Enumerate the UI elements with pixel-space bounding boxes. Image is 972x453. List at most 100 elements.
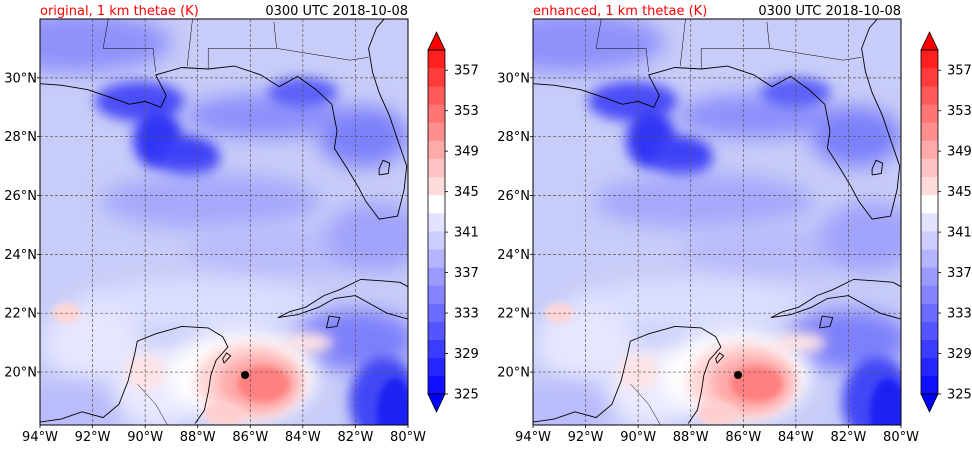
coastline-okeechobee <box>378 159 391 176</box>
thetae-contour-region <box>652 135 713 180</box>
coastline-cuba_s <box>770 295 901 320</box>
colorbar-segment <box>921 176 938 196</box>
coastline-yucatan <box>40 325 229 424</box>
colorbar-segment <box>428 231 445 250</box>
colorbar-segment <box>428 339 445 359</box>
colorbar-tick-label: 349 <box>947 145 972 160</box>
panel-original: original, 1 km thetae (K) 0300 UTC 2018-… <box>40 4 408 19</box>
thetae-contour-region <box>40 382 127 425</box>
y-tick-label: 30°N <box>497 71 530 86</box>
thetae-contour-region <box>788 309 901 370</box>
coastline-state_al_ms <box>679 19 686 67</box>
coastline-state_ms_la <box>595 19 649 73</box>
coastline-yucatan <box>533 325 722 424</box>
colorbar-segment <box>921 375 938 395</box>
colorbar-segment <box>921 249 938 268</box>
colorbar-segment <box>921 357 938 377</box>
x-tick-label: 84°W <box>778 430 814 445</box>
y-tick-labels: 20°N 22°N 24°N 26°N 28°N 30°N <box>497 71 533 381</box>
colorbar-tick-label: 345 <box>947 185 972 200</box>
coastline-cozumel <box>715 352 725 364</box>
colorbar-segment <box>921 303 938 322</box>
colorbar-segment <box>921 285 938 304</box>
x-tick-label: 90°W <box>620 430 656 445</box>
panel-title-left: enhanced, 1 km thetae (K) <box>533 4 707 19</box>
map-frame <box>39 18 409 426</box>
coastline-gulf_north <box>40 19 408 220</box>
colorbar-tick-label: 329 <box>454 347 479 362</box>
coastline-state_al_ms <box>186 19 193 67</box>
colorbar-segment <box>428 375 445 395</box>
coastline-state_ms_la <box>102 19 156 73</box>
x-tick-label: 86°W <box>725 430 761 445</box>
x-tick-label: 88°W <box>180 430 216 445</box>
y-tick-label: 22°N <box>497 307 530 322</box>
x-tick-label: 84°W <box>285 430 321 445</box>
coastline-gulf_north <box>533 19 901 220</box>
coastline-isla <box>819 315 834 329</box>
colorbar-segment <box>921 212 938 232</box>
colorbar-tick-label: 333 <box>454 307 479 322</box>
colorbar: 325 329 333 337 341 345 349 353 357 <box>920 31 972 413</box>
thetae-contour-region <box>869 378 901 425</box>
colorbar-segment <box>921 50 938 69</box>
colorbar-segment <box>428 194 445 214</box>
panel-enhanced: enhanced, 1 km thetae (K) 0300 UTC 2018-… <box>533 4 901 19</box>
colorbar-segment <box>428 303 445 322</box>
coastline-state_al_fl <box>700 21 770 69</box>
colorbar-tick-label: 337 <box>454 266 479 281</box>
colorbar-segment <box>921 104 938 123</box>
map-frame <box>532 18 902 426</box>
panel-title-right: 0300 UTC 2018-10-08 <box>265 4 408 19</box>
thetae-field <box>40 19 408 425</box>
thetae-contour-region <box>159 135 220 180</box>
colorbar-segment <box>428 357 445 377</box>
y-tick-labels: 20°N 22°N 24°N 26°N 28°N 30°N <box>4 71 40 381</box>
coastline-cuba <box>770 278 901 319</box>
coastlines <box>533 19 901 425</box>
colorbar-segment <box>921 122 938 141</box>
colorbar-segment <box>428 104 445 123</box>
thetae-contour-region <box>819 201 901 272</box>
colorbar-segment <box>921 158 938 178</box>
colorbar-frame <box>920 49 939 395</box>
coastline-mex_border <box>137 383 168 425</box>
y-tick-label: 20°N <box>497 366 530 381</box>
thetae-contour-region <box>760 77 831 108</box>
colorbar-tick-label: 325 <box>947 388 972 403</box>
colorbar-tick-label: 349 <box>454 145 479 160</box>
colorbar-segment <box>428 122 445 141</box>
colorbar-segment <box>428 86 445 105</box>
thetae-contour-region <box>533 382 620 425</box>
colorbar-tick-label: 337 <box>947 266 972 281</box>
colorbar-segment <box>921 140 938 159</box>
x-tick-label: 82°W <box>337 430 373 445</box>
panel-title-right: 0300 UTC 2018-10-08 <box>758 4 901 19</box>
colorbar-segment <box>921 194 938 214</box>
thetae-contour-region <box>40 19 172 73</box>
colorbar-segment <box>428 176 445 196</box>
y-tick-label: 26°N <box>497 189 530 204</box>
thetae-contour-region <box>186 226 367 277</box>
colorbar-segment <box>428 267 445 286</box>
map-1: 94°W 92°W 90°W 88°W 86°W 84°W 82°W 80°W 20°N 22°N… <box>497 18 972 445</box>
colorbar-segment <box>428 140 445 159</box>
y-tick-label: 20°N <box>4 366 37 381</box>
coastline-cozumel <box>222 352 232 364</box>
colorbar-segment <box>428 68 445 87</box>
coastline-state_fl_ga <box>769 48 862 61</box>
colorbar-segment <box>428 158 445 178</box>
colorbar-segment <box>921 321 938 340</box>
coastline-state_fl_ga <box>276 48 369 61</box>
y-tick-label: 24°N <box>4 248 37 263</box>
storm-center-marker <box>734 370 743 379</box>
colorbar-segment <box>428 50 445 69</box>
y-tick-label: 28°N <box>4 130 37 145</box>
coastline-cuba_s <box>277 295 408 320</box>
colorbar-tick-label: 325 <box>454 388 479 403</box>
colorbar-extend-low <box>920 393 939 413</box>
coastline-isla <box>326 315 341 329</box>
thetae-contour-region <box>776 332 827 353</box>
x-tick-labels: 94°W 92°W 90°W 88°W 86°W 84°W 82°W 80°W <box>22 425 426 445</box>
